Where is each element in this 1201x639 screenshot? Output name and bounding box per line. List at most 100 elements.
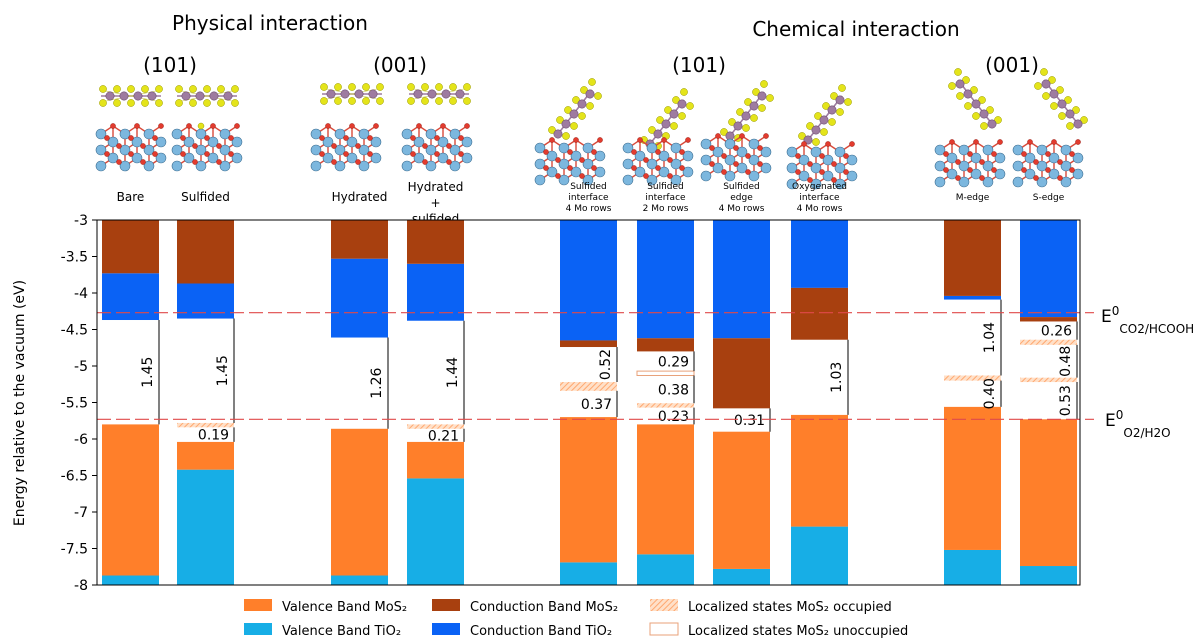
gap-value-label: 0.21 bbox=[428, 428, 459, 444]
structure-image-sulfided-interface-2mo bbox=[623, 88, 694, 185]
structure-image-hydrated-sulfided bbox=[402, 83, 472, 171]
localized-state-occupied bbox=[177, 422, 234, 428]
o2-h2o-label: E0 O2/H2O bbox=[1105, 408, 1171, 440]
band-column-3: 1.26 bbox=[331, 220, 389, 585]
localized-state-occupied bbox=[560, 382, 617, 391]
valence-band-tio2-bar bbox=[637, 554, 694, 585]
physical-interaction-header: Physical interaction bbox=[172, 11, 368, 35]
conduction-band-mos2-bar bbox=[944, 220, 1001, 296]
gap-value-label: 1.45 bbox=[140, 357, 156, 388]
conduction-band-mos2-bar bbox=[331, 220, 388, 259]
valence-band-mos2-bar bbox=[637, 424, 694, 555]
conduction-band-mos2-bar bbox=[637, 338, 694, 352]
legend-label-vb-mos2: Valence Band MoS₂ bbox=[282, 600, 407, 615]
gap-value-label: 0.38 bbox=[658, 382, 689, 398]
valence-band-mos2-bar bbox=[791, 414, 848, 527]
valence-band-tio2-bar bbox=[102, 575, 159, 585]
structure-label-7: Sulfided edge 4 Mo rows bbox=[719, 182, 765, 214]
structure-image-s-edge bbox=[1013, 68, 1088, 187]
structure-label-line: Sulfided bbox=[723, 182, 760, 192]
y-axis-label: Energy relative to the vacuum (eV) bbox=[12, 280, 28, 526]
conduction-band-mos2-bar bbox=[560, 340, 617, 348]
conduction-band-mos2-bar bbox=[407, 220, 464, 264]
plot-frame bbox=[96, 219, 1081, 586]
legend-swatch-cb-tio2 bbox=[432, 623, 460, 635]
co2-hcooh-label: E0 CO2/HCOOH bbox=[1101, 304, 1194, 336]
band-column-5: 0.52 0.37 bbox=[560, 220, 618, 585]
structure-label-line: 2 Mo rows bbox=[643, 204, 689, 214]
legend-swatch-loc-occupied bbox=[650, 599, 678, 611]
facet-label-101-physical: (101) bbox=[143, 53, 197, 77]
valence-band-mos2-bar bbox=[177, 441, 234, 470]
gap-value-label: 0.26 bbox=[1041, 324, 1072, 340]
structure-label-line: interface bbox=[645, 193, 686, 203]
band-column-7: 0.31 bbox=[713, 220, 771, 585]
localized-state-occupied bbox=[407, 424, 464, 429]
structure-label-8: Oxygenated interface 4 Mo rows bbox=[792, 182, 847, 214]
band-column-2: 1.45 0.19 bbox=[177, 220, 235, 585]
valence-band-tio2-bar bbox=[1020, 566, 1077, 585]
structure-label-3: Hydrated bbox=[332, 190, 388, 204]
legend: Valence Band MoS₂ Valence Band TiO₂ Cond… bbox=[244, 599, 908, 639]
band-column-9: 1.04 0.40 bbox=[944, 220, 1002, 585]
localized-state-occupied bbox=[1020, 339, 1077, 345]
gap-value-label: 0.23 bbox=[658, 409, 689, 425]
valence-band-mos2-bar bbox=[407, 441, 464, 479]
gap-value-label: 1.44 bbox=[445, 357, 461, 388]
structure-label-line: Sulfided bbox=[647, 182, 684, 192]
structure-label-line: Sulfided bbox=[181, 190, 230, 204]
y-tick-label-8: -7 bbox=[74, 505, 88, 521]
structure-label-line: 4 Mo rows bbox=[797, 204, 843, 214]
conduction-band-tio2-bar bbox=[791, 220, 848, 288]
facet-label-101-chemical: (101) bbox=[672, 53, 726, 77]
structure-image-bare bbox=[96, 85, 166, 171]
gap-value-label: 0.37 bbox=[581, 397, 612, 413]
conduction-band-tio2-bar bbox=[1020, 220, 1077, 318]
conduction-band-mos2-bar bbox=[713, 338, 770, 409]
plot-area: 1.45 1.45 0.19 1.26 1.44 0.21 0.52 0.37 0.29 0.38… bbox=[102, 220, 1078, 585]
structure-label-line: Sulfided bbox=[570, 182, 607, 192]
legend-swatch-loc-unoccupied bbox=[649, 622, 679, 636]
gap-value-label: 0.29 bbox=[658, 354, 689, 370]
gap-value-label: 0.48 bbox=[1058, 346, 1074, 377]
conduction-band-tio2-bar bbox=[713, 220, 770, 339]
conduction-band-tio2-bar bbox=[560, 220, 617, 341]
o2-h2o-sup: 0 bbox=[1116, 408, 1124, 422]
legend-label-cb-mos2: Conduction Band MoS₂ bbox=[470, 600, 618, 615]
valence-band-tio2-bar bbox=[177, 469, 234, 585]
co2-hcooh-sup: 0 bbox=[1112, 304, 1120, 318]
co2-hcooh-main: E bbox=[1101, 307, 1112, 327]
structure-label-5: Sulfided interface 4 Mo rows bbox=[566, 182, 612, 214]
band-column-6: 0.29 0.38 0.23 bbox=[636, 220, 695, 585]
gap-value-label: 1.26 bbox=[369, 367, 385, 398]
conduction-band-mos2-bar bbox=[102, 220, 159, 274]
y-tick-label-9: -7.5 bbox=[61, 542, 88, 558]
conduction-band-tio2-bar bbox=[637, 220, 694, 339]
structure-image-oxygenated-interface-4mo bbox=[787, 84, 857, 189]
band-column-4: 1.44 0.21 bbox=[407, 220, 465, 585]
legend-swatch-cb-mos2 bbox=[432, 599, 460, 611]
valence-band-tio2-bar bbox=[331, 575, 388, 585]
valence-band-tio2-bar bbox=[791, 526, 848, 585]
legend-label-cb-tio2: Conduction Band TiO₂ bbox=[470, 624, 612, 639]
structure-image-m-edge bbox=[935, 68, 1005, 187]
y-tick-label-10: -8 bbox=[74, 578, 88, 594]
valence-band-mos2-bar bbox=[560, 417, 617, 563]
structure-label-line: + bbox=[430, 196, 440, 210]
y-tick-label-0: -3 bbox=[74, 213, 88, 229]
valence-band-tio2-bar bbox=[944, 549, 1001, 585]
valence-band-mos2-bar bbox=[102, 424, 159, 576]
structure-image-sulfided-interface-4mo bbox=[535, 78, 605, 185]
gap-value-label: 0.19 bbox=[198, 428, 229, 444]
legend-swatch-vb-mos2 bbox=[244, 599, 272, 611]
reference-levels bbox=[97, 312, 1094, 420]
legend-label-vb-tio2: Valence Band TiO₂ bbox=[282, 624, 401, 639]
structure-label-line: 4 Mo rows bbox=[719, 204, 765, 214]
gap-value-label: 1.45 bbox=[215, 355, 231, 386]
facet-label-001-chemical: (001) bbox=[985, 53, 1039, 77]
structure-label-10: S-edge bbox=[1033, 193, 1065, 203]
conduction-band-tio2-bar bbox=[102, 273, 159, 321]
valence-band-mos2-bar bbox=[1020, 419, 1077, 567]
